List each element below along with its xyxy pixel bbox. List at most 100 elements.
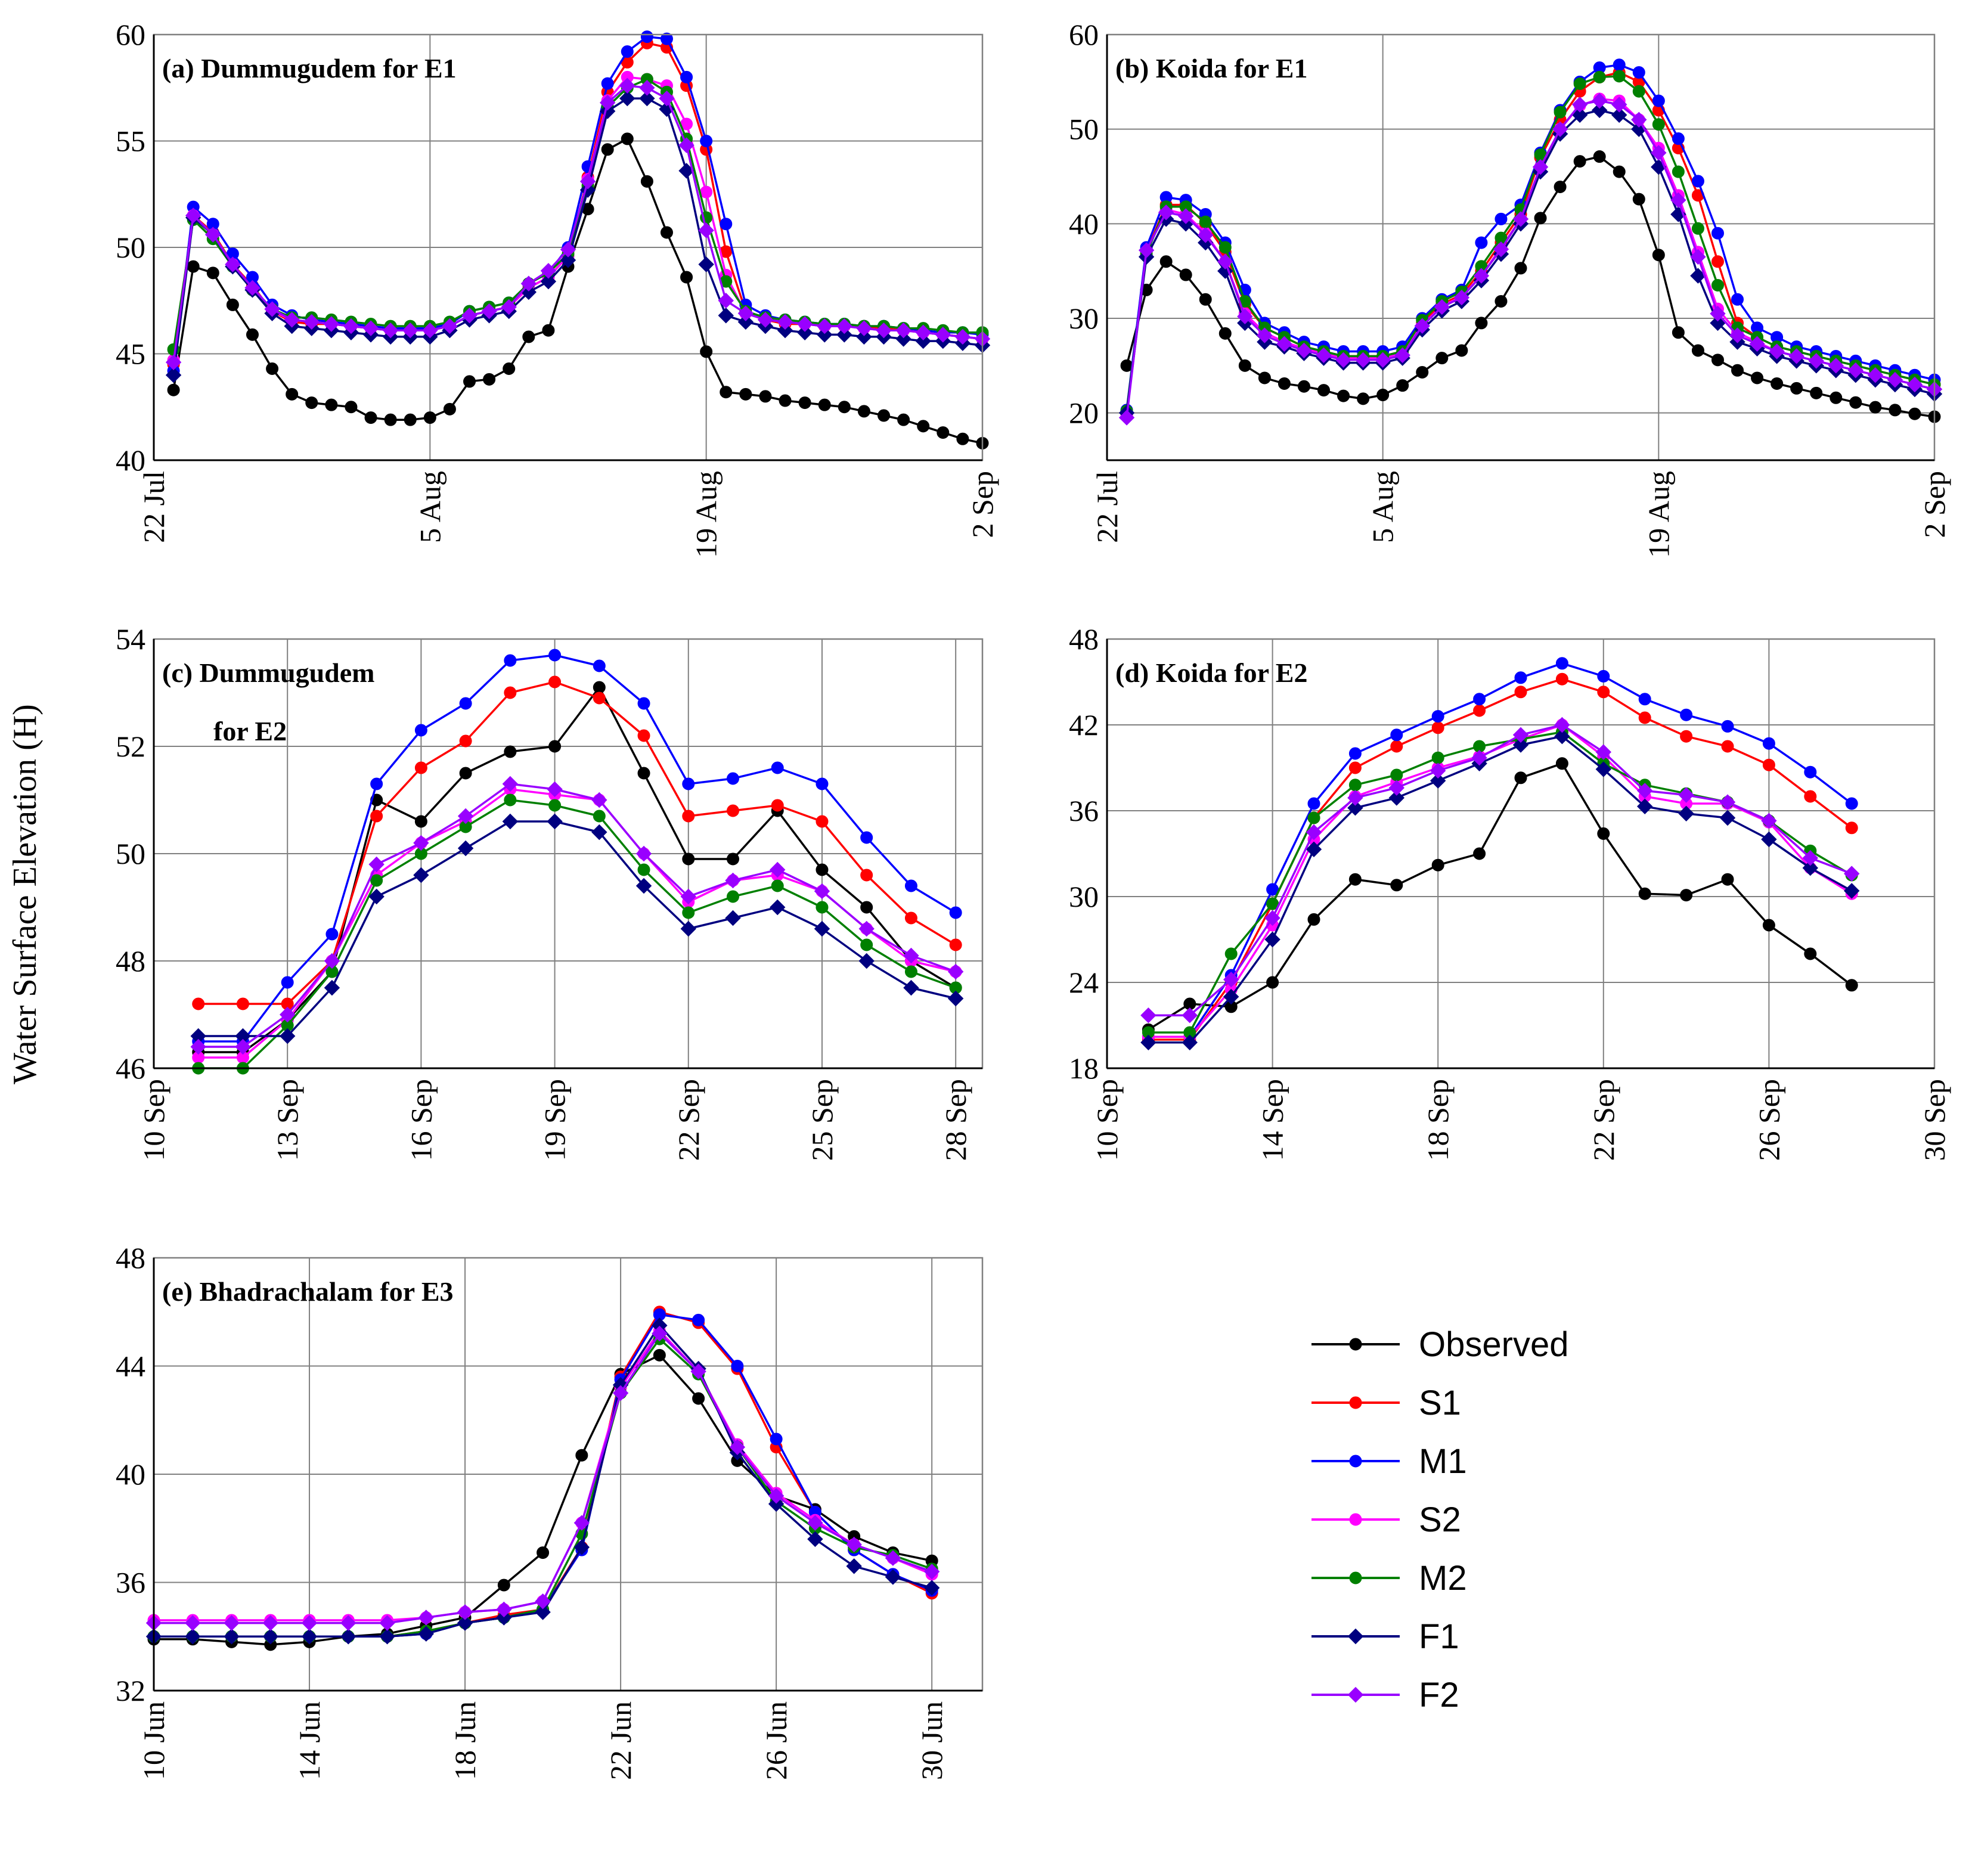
data-point (1475, 236, 1488, 249)
data-point (1808, 353, 1824, 369)
y-tick-label: 60 (1069, 18, 1099, 51)
data-point (459, 767, 472, 780)
data-point (503, 362, 516, 375)
series-f2 (190, 776, 964, 1055)
data-point (1611, 97, 1627, 113)
data-point (601, 77, 614, 90)
data-point (165, 354, 182, 370)
data-point (1218, 241, 1232, 254)
data-point (816, 901, 829, 914)
data-point (1512, 727, 1529, 743)
data-point (1591, 92, 1608, 109)
data-point (384, 413, 397, 426)
data-point (1431, 858, 1444, 872)
data-point (370, 810, 383, 823)
series-line-f1 (198, 820, 956, 1037)
data-point (459, 697, 472, 710)
data-point (286, 387, 299, 401)
data-point (1264, 931, 1280, 948)
data-point (947, 990, 964, 1007)
data-point (370, 874, 383, 887)
data-point (1710, 305, 1726, 322)
data-point (1316, 347, 1332, 364)
data-point (165, 367, 182, 383)
data-point (1471, 749, 1487, 766)
y-tick-label: 24 (1069, 966, 1099, 999)
data-point (370, 777, 383, 790)
data-point (325, 928, 339, 941)
data-point (382, 323, 399, 339)
data-point (1532, 159, 1549, 175)
data-point (345, 401, 358, 414)
data-point (1306, 824, 1322, 841)
data-point (324, 979, 340, 996)
data-point (1554, 106, 1567, 119)
data-point (777, 314, 793, 330)
legend-label: S1 (1419, 1384, 1461, 1422)
data-point (1680, 730, 1693, 743)
data-point (1691, 175, 1704, 188)
data-point (771, 799, 784, 812)
data-point (1118, 410, 1135, 426)
data-point (731, 1360, 744, 1372)
data-point (418, 1626, 435, 1642)
data-point (324, 953, 340, 969)
data-point (1555, 657, 1568, 670)
data-point (937, 426, 950, 439)
data-point (1199, 293, 1212, 306)
data-point (548, 649, 562, 662)
data-point (1810, 386, 1823, 399)
data-point (340, 1629, 356, 1645)
data-point (1652, 94, 1665, 107)
data-point (635, 877, 652, 894)
data-point (1845, 821, 1858, 835)
legend-label: M2 (1419, 1559, 1467, 1598)
data-point (404, 413, 417, 426)
data-point (698, 256, 714, 272)
data-point (876, 323, 892, 339)
data-point (1375, 352, 1391, 368)
data-point (206, 266, 219, 280)
data-point (1390, 740, 1403, 753)
data-point (860, 869, 873, 882)
data-point (573, 1515, 590, 1531)
data-point (1554, 728, 1570, 745)
data-point (1555, 757, 1568, 770)
data-point (816, 863, 829, 876)
legend: Observed S1 M1 S2 M2 F1 F2 (1311, 1325, 1568, 1714)
data-point (1238, 359, 1251, 372)
data-point (682, 906, 695, 919)
data-point (1721, 873, 1734, 886)
data-point (461, 308, 478, 324)
data-point (796, 324, 813, 341)
data-point (727, 890, 740, 903)
data-point (935, 327, 951, 343)
data-point (725, 910, 741, 926)
data-point (379, 1629, 395, 1645)
data-point (1396, 379, 1409, 392)
data-point (501, 299, 517, 315)
data-point (443, 402, 456, 415)
data-point (947, 963, 964, 980)
data-point (621, 132, 634, 145)
data-point (1908, 407, 1921, 420)
data-point (1729, 327, 1745, 343)
y-tick-label: 50 (1069, 113, 1099, 146)
series-f2 (165, 77, 991, 370)
data-point (1771, 377, 1784, 390)
data-point (682, 810, 695, 823)
data-point (1638, 887, 1651, 900)
data-point (1711, 278, 1724, 292)
data-point (904, 911, 917, 925)
data-point (1632, 193, 1645, 206)
data-point (1182, 1007, 1198, 1024)
data-point (547, 813, 563, 830)
data-point (727, 772, 740, 785)
x-tick-label: 19 Sep (538, 1079, 572, 1161)
data-point (1394, 347, 1410, 364)
data-point (768, 1488, 785, 1504)
data-point (653, 1348, 666, 1362)
y-tick-label: 40 (116, 444, 145, 477)
data-point (1317, 384, 1331, 397)
